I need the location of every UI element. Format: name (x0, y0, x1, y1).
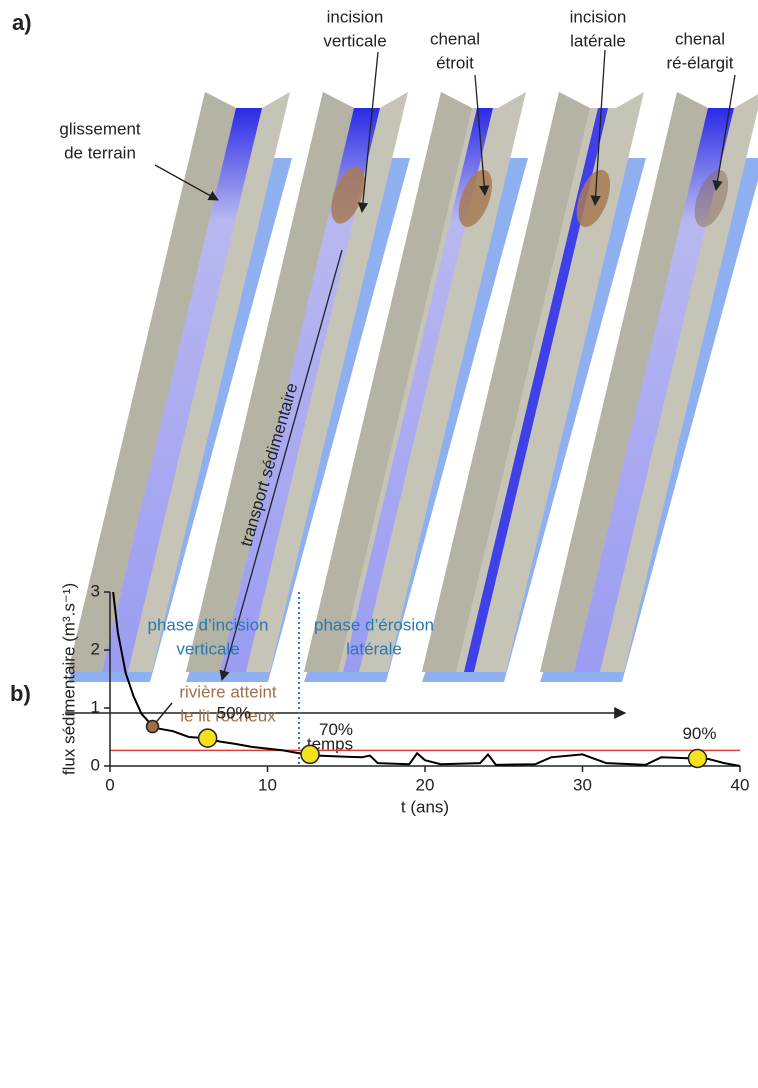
annotation-text: glissement (59, 119, 141, 138)
annotation-text: chenal (430, 29, 480, 48)
figure: a) b) glissement de terrain incision vertic… (0, 0, 758, 1083)
phase-label: phase d’incision (148, 615, 269, 634)
annotation-text: latérale (570, 31, 626, 50)
y-tick-label: 1 (91, 697, 100, 716)
x-tick-label: 20 (416, 775, 435, 794)
annotation-text: verticale (323, 31, 386, 50)
annotation-text: ré-élargit (666, 53, 733, 72)
marker-label: 50% (217, 704, 251, 723)
y-axis-title: flux sédimentaire (m³.s⁻¹) (59, 583, 78, 775)
y-tick-label: 3 (91, 581, 100, 600)
y-tick-label: 2 (91, 639, 100, 658)
annotation-text: étroit (436, 53, 474, 72)
marker-label: 90% (682, 724, 716, 743)
y-tick-label: 0 (91, 755, 100, 774)
marker (147, 721, 159, 733)
annotation-text: incision (570, 7, 627, 26)
phase-label: latérale (346, 639, 402, 658)
marker (301, 745, 319, 763)
x-tick-label: 0 (105, 775, 114, 794)
phase-label: verticale (176, 639, 239, 658)
annotation-text: incision (327, 7, 384, 26)
phase-label: phase d’érosion (314, 615, 434, 634)
panel-label: a) (12, 10, 32, 35)
marker-label: 70% (319, 720, 353, 739)
x-tick-label: 30 (573, 775, 592, 794)
marker (199, 729, 217, 747)
x-axis-title: t (ans) (401, 797, 449, 816)
marker-annotation: rivière atteint (179, 682, 277, 701)
annotation-text: de terrain (64, 143, 136, 162)
marker (688, 749, 706, 767)
panel-label: b) (10, 681, 31, 706)
x-tick-label: 10 (258, 775, 277, 794)
x-tick-label: 40 (731, 775, 750, 794)
annotation-text: chenal (675, 29, 725, 48)
